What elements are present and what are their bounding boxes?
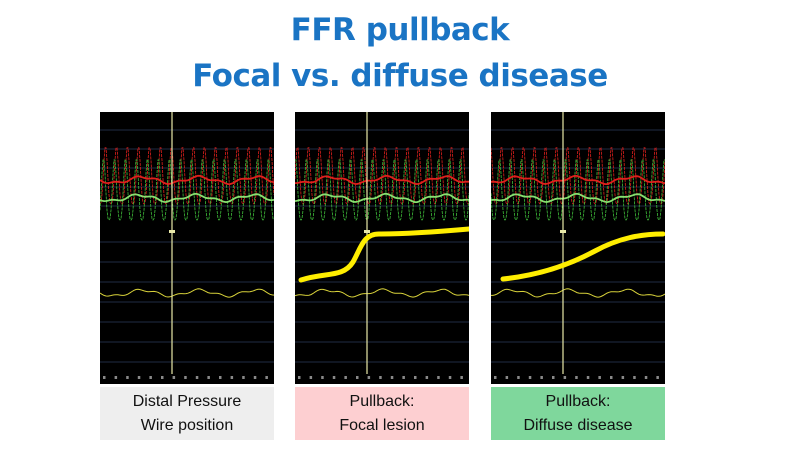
caption-diffuse-disease: Pullback: Diffuse disease xyxy=(491,387,665,440)
ratio-trace xyxy=(100,288,274,298)
marker-tick xyxy=(560,230,566,233)
axis-tick xyxy=(448,376,452,379)
aortic-pressure-trace xyxy=(295,147,469,205)
axis-tick xyxy=(149,376,152,379)
axis-tick xyxy=(184,376,187,379)
axis-tick xyxy=(253,376,257,379)
pullback-curve-diffuse xyxy=(500,231,665,282)
caption-line-1: Pullback: xyxy=(545,393,611,410)
axis-tick xyxy=(528,376,532,379)
distal-mean-line xyxy=(491,192,665,204)
distal-pressure-trace xyxy=(100,159,274,221)
axis-tick xyxy=(265,376,268,379)
axis-tick xyxy=(656,376,659,379)
axis-tick xyxy=(598,376,601,379)
axis-tick xyxy=(379,376,382,379)
caption-line-2: Diffuse disease xyxy=(523,417,633,434)
axis-tick xyxy=(610,376,613,379)
caption-line-2: Wire position xyxy=(140,417,234,434)
aortic-mean-line xyxy=(295,174,469,186)
axis-tick xyxy=(633,376,636,379)
axis-tick xyxy=(390,376,394,379)
axis-tick xyxy=(644,376,648,379)
axis-tick xyxy=(172,376,176,379)
aortic-mean-line xyxy=(100,174,274,185)
axis-tick xyxy=(321,376,324,379)
axis-tick xyxy=(367,376,371,379)
axis-tick xyxy=(621,376,625,379)
caption-line-1: Distal Pressure xyxy=(132,393,242,410)
axis-tick xyxy=(460,376,463,379)
axis-tick xyxy=(425,376,429,379)
slide-title-line-2: Focal vs. diffuse disease xyxy=(192,58,608,94)
axis-tick xyxy=(161,376,164,379)
axis-tick xyxy=(540,376,543,379)
axis-tick xyxy=(356,376,359,379)
axis-tick xyxy=(517,376,520,379)
axis-tick xyxy=(195,376,199,379)
slide-title-line-1: FFR pullback xyxy=(290,12,510,48)
axis-tick xyxy=(505,376,509,379)
aortic-pressure-trace xyxy=(100,147,274,205)
tracing-panel-distal-pressure xyxy=(100,112,274,384)
distal-pressure-trace xyxy=(295,159,469,221)
marker-tick xyxy=(169,230,175,233)
distal-mean-line xyxy=(295,192,469,203)
axis-tick xyxy=(332,376,336,379)
caption-line-2: Focal lesion xyxy=(339,417,425,434)
axis-tick xyxy=(575,376,578,379)
axis-tick xyxy=(437,376,440,379)
marker-tick xyxy=(364,230,370,233)
axis-tick xyxy=(309,376,313,379)
axis-tick xyxy=(103,376,106,379)
axis-tick xyxy=(344,376,347,379)
caption-line-1: Pullback: xyxy=(349,393,415,410)
pressure-tracing-plot xyxy=(295,112,469,379)
caption-distal-pressure: Distal Pressure Wire position xyxy=(100,387,274,440)
axis-tick xyxy=(219,376,222,379)
axis-tick xyxy=(552,376,555,379)
distal-mean-line xyxy=(100,192,274,204)
axis-tick xyxy=(126,376,129,379)
ratio-trace xyxy=(295,288,469,298)
axis-tick xyxy=(563,376,567,379)
axis-tick xyxy=(402,376,405,379)
axis-tick xyxy=(586,376,590,379)
axis-tick xyxy=(230,376,234,379)
distal-pressure-trace xyxy=(491,159,665,221)
pressure-tracing-plot xyxy=(100,112,274,379)
pressure-tracing-plot xyxy=(491,112,665,379)
aortic-pressure-trace xyxy=(491,147,665,205)
axis-tick xyxy=(242,376,245,379)
axis-tick xyxy=(494,376,497,379)
tracing-panel-focal-lesion xyxy=(295,112,469,384)
caption-focal-lesion: Pullback: Focal lesion xyxy=(295,387,469,440)
ratio-trace xyxy=(491,288,665,298)
axis-tick xyxy=(298,376,301,379)
axis-tick xyxy=(207,376,210,379)
axis-tick xyxy=(114,376,118,379)
pullback-curve-focal xyxy=(298,226,469,283)
axis-tick xyxy=(414,376,417,379)
tracing-panel-diffuse-disease xyxy=(491,112,665,384)
aortic-mean-line xyxy=(491,174,665,185)
axis-tick xyxy=(137,376,141,379)
